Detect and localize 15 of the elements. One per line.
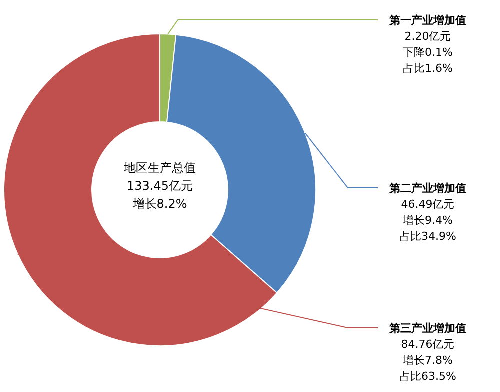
slice-label: 第一产业增加值 — [388, 14, 466, 27]
text: 增长8.2% — [132, 197, 188, 211]
slice-label: 第二产业增加值 — [388, 182, 466, 195]
text: 占比63.5% — [400, 370, 456, 383]
text: 增长7.8% — [402, 354, 453, 367]
text: 占比1.6% — [403, 62, 453, 75]
data-label: 46.49亿元 — [401, 198, 455, 211]
text: 133.45亿元 — [127, 179, 193, 193]
text: 下降0.1% — [403, 46, 453, 59]
text: 占比34.9% — [400, 230, 456, 243]
data-label: 84.76亿元 — [401, 338, 455, 351]
data-label: 2.20亿元 — [404, 30, 452, 43]
text: 地区生产总值 — [123, 161, 196, 175]
text: 增长9.4% — [402, 214, 453, 227]
slice-label: 第三产业增加值 — [388, 322, 466, 335]
